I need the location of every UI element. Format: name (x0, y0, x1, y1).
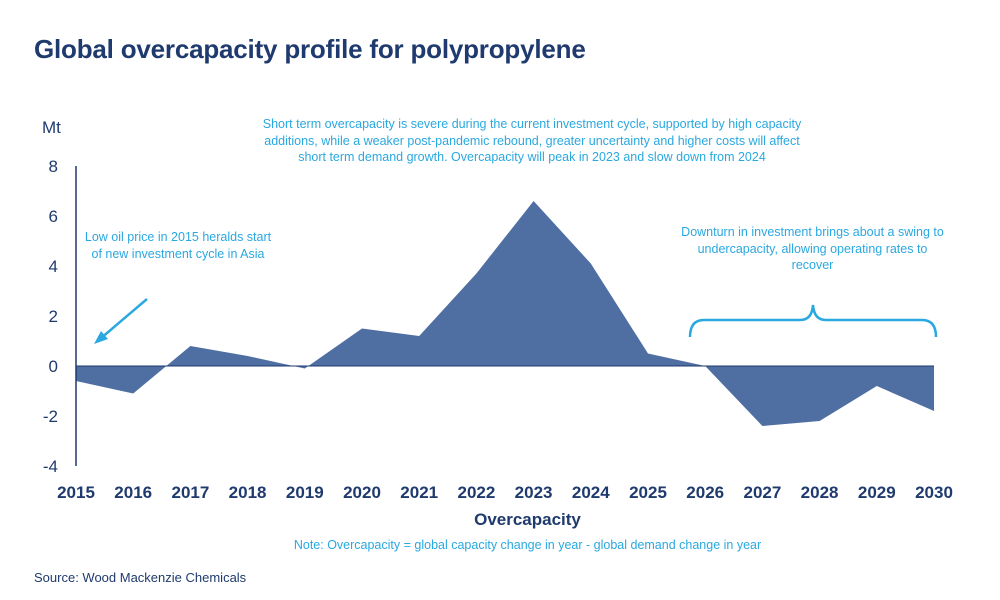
x-axis-ticks: 2015 2016 2017 2018 2019 2020 2021 2022 2023 2024… (57, 483, 953, 502)
y-tick-label: -4 (43, 457, 58, 476)
x-tick-label: 2028 (801, 483, 839, 502)
x-tick-label: 2030 (915, 483, 953, 502)
source-credit: Source: Wood Mackenzie Chemicals (34, 570, 247, 585)
y-tick-label: -2 (43, 407, 58, 426)
x-tick-label: 2016 (114, 483, 152, 502)
y-tick-label: 6 (49, 207, 58, 226)
x-tick-label: 2019 (286, 483, 324, 502)
overcapacity-area (76, 201, 934, 426)
x-tick-label: 2017 (171, 483, 209, 502)
x-axis-title: Overcapacity (474, 510, 581, 529)
y-tick-label: 2 (49, 307, 58, 326)
x-tick-label: 2024 (572, 483, 610, 502)
x-tick-label: 2020 (343, 483, 381, 502)
y-axis-ticks: 8 6 4 2 0 -2 -4 (43, 157, 58, 476)
y-axis-unit-label: Mt (42, 118, 61, 137)
y-tick-label: 0 (49, 357, 58, 376)
curly-brace-icon (688, 304, 938, 338)
x-tick-label: 2022 (457, 483, 495, 502)
x-tick-label: 2025 (629, 483, 667, 502)
x-tick-label: 2026 (686, 483, 724, 502)
x-tick-label: 2023 (515, 483, 553, 502)
chart-note: Note: Overcapacity = global capacity cha… (293, 538, 762, 552)
annotation-short-term-overcapacity: Short term overcapacity is severe during… (262, 117, 802, 164)
arrow-icon (94, 298, 148, 344)
chart-title: Global overcapacity profile for polyprop… (34, 34, 586, 64)
x-tick-label: 2021 (400, 483, 438, 502)
y-tick-label: 4 (49, 257, 58, 276)
x-tick-label: 2015 (57, 483, 95, 502)
x-tick-label: 2029 (858, 483, 896, 502)
annotation-undercapacity: Downturn in investment brings about a sw… (681, 225, 944, 272)
y-tick-label: 8 (49, 157, 58, 176)
x-tick-label: 2018 (229, 483, 267, 502)
x-tick-label: 2027 (743, 483, 781, 502)
annotation-oil-price: Low oil price in 2015 heralds start of n… (84, 230, 272, 261)
